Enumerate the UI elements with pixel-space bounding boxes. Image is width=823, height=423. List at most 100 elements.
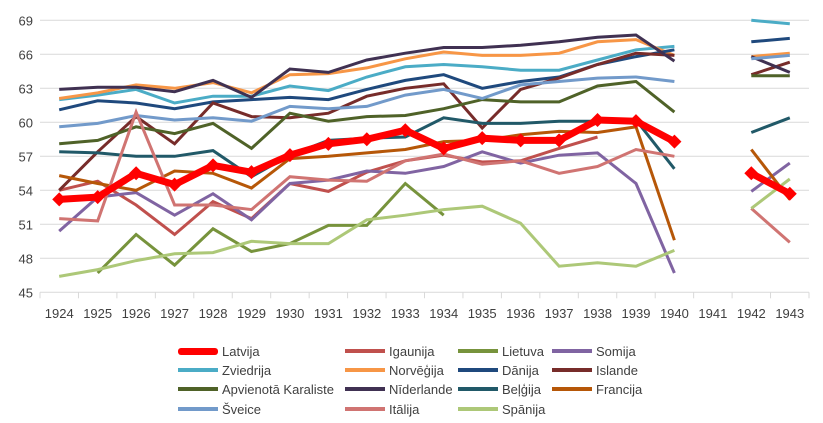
- legend-label: Nīderlande: [389, 381, 453, 397]
- y-tick-label: 45: [19, 285, 33, 300]
- series-line: [750, 161, 791, 193]
- legend-swatch: [178, 368, 218, 372]
- legend-label: Spānija: [502, 401, 546, 417]
- legend-label: Francija: [596, 381, 643, 397]
- legend-label: Lietuva: [502, 343, 544, 359]
- series-line: [751, 51, 790, 59]
- series-line: [58, 38, 675, 100]
- legend-swatch: [458, 407, 498, 411]
- series-Zviedrija: [59, 18, 790, 105]
- x-tick-label: 1938: [583, 306, 612, 321]
- series-line: [749, 170, 792, 197]
- legend-swatch: [552, 368, 592, 372]
- legend-label: Šveice: [222, 401, 262, 417]
- legend-item: Itālija: [345, 401, 419, 417]
- x-axis: 1924 1925 1926 1927 1928 1929 1930 1931 1932 1933…: [39, 292, 810, 321]
- legend-item: Lietuva: [458, 343, 544, 359]
- x-tick-label: 1924: [45, 306, 74, 321]
- x-tick-label: 1934: [429, 306, 458, 321]
- legend-label: Zviedrija: [222, 362, 272, 378]
- x-tick-label: 1942: [737, 306, 766, 321]
- x-tick-label: 1930: [275, 306, 304, 321]
- legend-swatch: [178, 387, 218, 391]
- legend-item: Apvienotā Karaliste: [178, 381, 334, 397]
- y-tick-label: 57: [19, 149, 33, 164]
- series-line: [59, 107, 675, 223]
- series-Apvienotā Karaliste: [59, 74, 790, 151]
- legend-item: Zviedrija: [178, 362, 271, 378]
- legend-label: Islande: [596, 362, 638, 378]
- legend-item: Spānija: [458, 401, 545, 417]
- x-tick-label: 1943: [775, 306, 804, 321]
- series-Itālija: [59, 107, 791, 244]
- series-line: [58, 204, 675, 278]
- series-line: [750, 116, 791, 134]
- x-tick-label: 1940: [660, 306, 689, 321]
- x-tick-label: 1931: [314, 306, 343, 321]
- series-Lietuva: [96, 181, 445, 275]
- legend-label: Norvēģija: [389, 362, 444, 378]
- legend-swatch: [178, 407, 218, 411]
- series-line: [59, 33, 676, 100]
- y-tick-label: 51: [19, 217, 33, 232]
- legend-swatch: [552, 349, 592, 353]
- x-tick-label: 1925: [83, 306, 112, 321]
- y-tick-label: 63: [19, 81, 33, 96]
- series-line: [59, 75, 675, 129]
- x-tick-label: 1937: [545, 306, 574, 321]
- x-tick-label: 1927: [160, 306, 189, 321]
- legend-item: Nīderlande: [345, 381, 453, 397]
- legend-item: Beļģija: [458, 381, 541, 397]
- series-line: [750, 207, 791, 244]
- legend-swatch: [552, 387, 592, 391]
- legend-swatch: [345, 387, 385, 391]
- y-tick-label: 69: [19, 13, 33, 28]
- y-tick-label: 66: [19, 47, 33, 62]
- legend-item: Šveice: [178, 401, 261, 417]
- series-Islande: [58, 51, 791, 192]
- legend-item: Latvija: [178, 343, 260, 359]
- legend-item: Francija: [552, 381, 642, 397]
- y-axis: 45 48 51 54 57 60 63 66 69: [19, 13, 33, 300]
- legend-label: Itālija: [389, 401, 420, 417]
- series-Šveice: [59, 53, 790, 129]
- series-line: [59, 79, 676, 151]
- x-tick-label: 1933: [391, 306, 420, 321]
- series-line: [58, 51, 675, 192]
- legend-swatch: [178, 347, 218, 355]
- legend-label: Beļģija: [502, 381, 542, 397]
- legend-item: Islande: [552, 362, 638, 378]
- legend-label: Somija: [596, 343, 636, 359]
- legend-swatch: [345, 349, 385, 353]
- legend-swatch: [458, 368, 498, 372]
- legend-swatch: [458, 387, 498, 391]
- series-Spānija: [58, 177, 791, 278]
- legend-label: Dānija: [502, 362, 539, 378]
- series-line: [58, 116, 677, 203]
- series-Latvija: [52, 113, 797, 207]
- series-Beļģija: [59, 116, 791, 179]
- x-tick-label: 1926: [122, 306, 151, 321]
- series-line: [59, 44, 675, 105]
- series-line: [751, 53, 790, 61]
- series-line: [750, 60, 791, 77]
- legend-swatch: [345, 368, 385, 372]
- x-tick-label: 1935: [468, 306, 497, 321]
- legend-item: Somija: [552, 343, 636, 359]
- series-line: [751, 36, 790, 44]
- x-tick-label: 1939: [622, 306, 651, 321]
- legend-label: Igaunija: [389, 343, 435, 359]
- legend-label: Apvienotā Karaliste: [222, 381, 335, 397]
- x-tick-label: 1941: [698, 306, 727, 321]
- y-tick-label: 48: [19, 251, 33, 266]
- legend-item: Igaunija: [345, 343, 435, 359]
- series-Somija: [58, 150, 791, 274]
- x-tick-label: 1932: [352, 306, 381, 321]
- y-tick-label: 54: [19, 183, 33, 198]
- legend-item: Dānija: [458, 362, 539, 378]
- series-line: [750, 177, 791, 210]
- legend-swatch: [458, 349, 498, 353]
- legend-label: Latvija: [222, 343, 260, 359]
- series-lines: [52, 18, 797, 278]
